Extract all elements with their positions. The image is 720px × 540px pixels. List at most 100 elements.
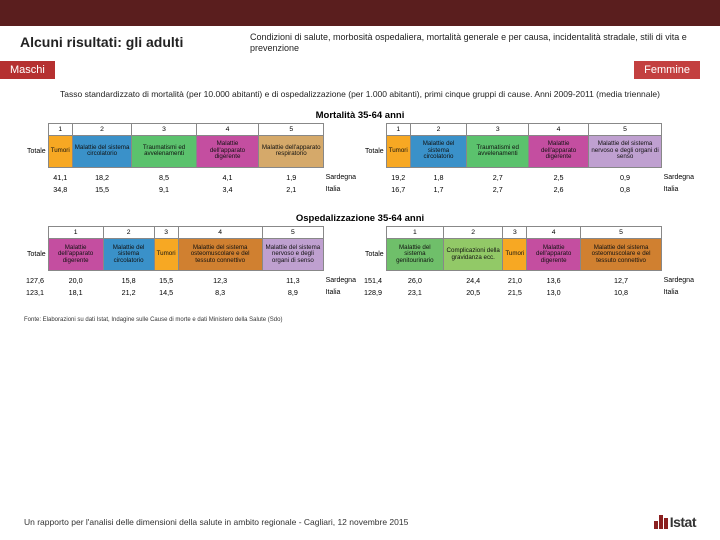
col-head: Tumori [48, 135, 72, 167]
cell: 16,7 [386, 183, 410, 195]
cell: 15,8 [103, 275, 154, 287]
col-head: Tumori [386, 135, 410, 167]
region-label: Italia [662, 183, 696, 195]
cell: 20,0 [48, 275, 103, 287]
col-head: Malattie dell'apparato respiratorio [259, 135, 324, 167]
col-head: Malattie del sistema osteomuscolare e de… [178, 239, 262, 271]
cell: 21,0 [503, 275, 527, 287]
col-num: 5 [581, 227, 662, 239]
tag-maschi: Maschi [0, 61, 55, 79]
logo-text: Istat [670, 514, 696, 530]
col-head: Malattie del sistema nervoso e degli org… [262, 239, 323, 271]
cell: 19,2 [386, 171, 410, 183]
cell: 14,5 [154, 287, 178, 299]
gender-tags: Maschi Femmine [0, 55, 720, 79]
cell: 0,9 [588, 171, 661, 183]
cell: 8,9 [262, 287, 323, 299]
cell: 13,0 [527, 287, 581, 299]
section2-tables: 12345TotaleMalattie dell'apparato digere… [0, 226, 720, 299]
page-subtitle: Condizioni di salute, morbosità ospedali… [250, 30, 700, 55]
cell: 8,3 [178, 287, 262, 299]
col-num: 3 [154, 227, 178, 239]
cell: 18,2 [72, 171, 132, 183]
col-num: 4 [527, 227, 581, 239]
col-num: 2 [103, 227, 154, 239]
tag-femmine: Femmine [634, 61, 700, 79]
col-head: Malattie dell'apparato digerente [527, 239, 581, 271]
row-label: Totale [362, 135, 386, 167]
cell: 8,5 [132, 171, 196, 183]
cell: 13,6 [527, 275, 581, 287]
col-head: Malattie del sistema circolatorio [72, 135, 132, 167]
cell: 34,8 [48, 183, 72, 195]
cell: 1,8 [410, 171, 467, 183]
col-num: 3 [467, 123, 529, 135]
col-num: 4 [529, 123, 589, 135]
col-head: Malattie del sistema circolatorio [103, 239, 154, 271]
region-label: Italia [324, 287, 358, 299]
cell: 128,9 [362, 287, 386, 299]
col-num: 5 [588, 123, 661, 135]
cell: 21,2 [103, 287, 154, 299]
col-num: 1 [386, 227, 443, 239]
cell: 123,1 [24, 287, 48, 299]
source-note: Fonte: Elaborazioni su dati Istat, Indag… [0, 299, 720, 325]
cell: 15,5 [154, 275, 178, 287]
col-head: Malattie del sistema nervoso e degli org… [588, 135, 661, 167]
col-head: Malattie dell'apparato digerente [48, 239, 103, 271]
header: Alcuni risultati: gli adulti Condizioni … [0, 26, 720, 55]
col-head: Traumatismi ed avvelenamenti [132, 135, 196, 167]
col-head: Tumori [154, 239, 178, 271]
cell: 41,1 [48, 171, 72, 183]
top-bar [0, 0, 720, 26]
cell: 151,4 [362, 275, 386, 287]
table-hosp-f: 12345 TotaleMalattie del sistema genitour… [362, 226, 696, 299]
row-label: Totale [362, 239, 386, 271]
col-num: 3 [132, 123, 196, 135]
region-label: Sardegna [324, 171, 358, 183]
caption: Tasso standardizzato di mortalità (per 1… [0, 79, 720, 104]
cell: 4,1 [196, 171, 259, 183]
cell: 127,6 [24, 275, 48, 287]
footer-text: Un rapporto per l'analisi delle dimensio… [24, 517, 408, 527]
region-label: Sardegna [662, 275, 696, 287]
region-label: Sardegna [662, 171, 696, 183]
table-mortality-f: 12345TotaleTumoriMalattie del sistema ci… [362, 123, 696, 196]
cell: 9,1 [132, 183, 196, 195]
col-num: 5 [262, 227, 323, 239]
col-num: 2 [72, 123, 132, 135]
col-head: Traumatismi ed avvelenamenti [467, 135, 529, 167]
col-head: Malattie del sistema genitourinario [386, 239, 443, 271]
row-label: Totale [24, 239, 48, 271]
col-num: 1 [48, 123, 72, 135]
col-head: Malattie del sistema circolatorio [410, 135, 467, 167]
cell: 23,1 [386, 287, 443, 299]
col-num: 4 [196, 123, 259, 135]
col-head: Malattie dell'apparato digerente [529, 135, 589, 167]
region-label: Italia [324, 183, 358, 195]
cell: 21,5 [503, 287, 527, 299]
col-num: 2 [444, 227, 503, 239]
footer: Un rapporto per l'analisi delle dimensio… [0, 514, 720, 530]
cell: 3,4 [196, 183, 259, 195]
col-num: 1 [48, 227, 103, 239]
cell: 1,9 [259, 171, 324, 183]
region-label: Sardegna [324, 275, 358, 287]
cell: 0,8 [588, 183, 661, 195]
cell: 24,4 [444, 275, 503, 287]
cell: 20,5 [444, 287, 503, 299]
section1-tables: 12345TotaleTumoriMalattie del sistema ci… [0, 123, 720, 196]
cell: 2,7 [467, 183, 529, 195]
data-table: 12345TotaleTumoriMalattie del sistema ci… [362, 123, 696, 196]
data-table: 12345 TotaleMalattie del sistema genitour… [362, 226, 696, 299]
page-title: Alcuni risultati: gli adulti [20, 30, 230, 50]
col-num: 5 [259, 123, 324, 135]
cell: 2,6 [529, 183, 589, 195]
cell: 10,8 [581, 287, 662, 299]
cell: 2,7 [467, 171, 529, 183]
col-head: Malattie dell'apparato digerente [196, 135, 259, 167]
logo-bars-icon [654, 515, 668, 529]
col-head: Tumori [503, 239, 527, 271]
col-num: 3 [503, 227, 527, 239]
col-num: 2 [410, 123, 467, 135]
